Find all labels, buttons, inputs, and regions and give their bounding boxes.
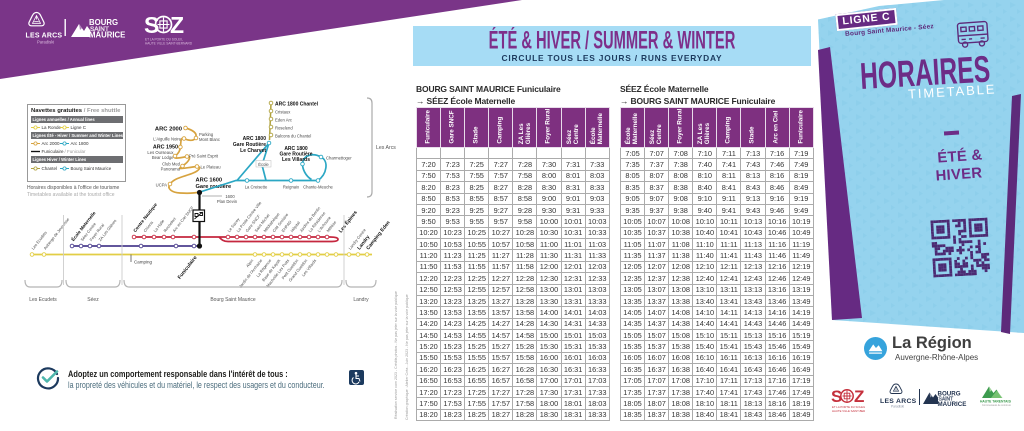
- svg-text:HAUTE TARENTAISE: HAUTE TARENTAISE: [980, 400, 1011, 404]
- svg-text:Paradiski: Paradiski: [891, 405, 904, 409]
- svg-text:Panorama: Panorama: [161, 167, 181, 172]
- svg-text:Club Med: Club Med: [162, 162, 181, 167]
- svg-text:S: S: [144, 12, 159, 38]
- svg-text:Funiculaire: Funiculaire: [177, 255, 199, 281]
- svg-text:ARC 1800: ARC 1800: [284, 146, 308, 152]
- svg-text:Les Villards: Les Villards: [282, 157, 310, 163]
- svg-text:BOURG: BOURG: [89, 18, 118, 27]
- svg-text:Communauté de communes: Communauté de communes: [982, 404, 1011, 407]
- svg-text:LES ARCS: LES ARCS: [880, 398, 917, 405]
- svg-text:Les Ecudets: Les Ecudets: [29, 297, 57, 303]
- svg-text:Eden Arc: Eden Arc: [275, 118, 292, 123]
- svg-text:Le Charvet: Le Charvet: [240, 148, 266, 154]
- svg-text:Gare Routière: Gare Routière: [279, 152, 312, 158]
- svg-text:Les Ourseaux: Les Ourseaux: [147, 150, 174, 155]
- svg-text:ARC 1800 Chantel: ARC 1800 Chantel: [275, 102, 319, 108]
- svg-text:Plan Devin: Plan Devin: [217, 199, 238, 204]
- svg-text:Bear Lodge: Bear Lodge: [152, 155, 174, 160]
- svg-text:HAUTE VILLE SAINT-BERNARD: HAUTE VILLE SAINT-BERNARD: [145, 42, 193, 46]
- svg-text:Hôpital: Hôpital: [289, 220, 301, 233]
- svg-text:Bourg Saint Maurice: Bourg Saint Maurice: [210, 297, 256, 303]
- svg-text:MAURICE: MAURICE: [89, 31, 125, 40]
- svg-text:Gare Routière: Gare Routière: [233, 142, 266, 148]
- svg-text:BOURG: BOURG: [938, 391, 961, 398]
- svg-text:La Creisette: La Creisette: [245, 185, 268, 190]
- svg-text:ARC 1800: ARC 1800: [243, 136, 267, 142]
- svg-text:1600: 1600: [225, 194, 235, 199]
- svg-text:UCPA: UCPA: [156, 183, 168, 188]
- svg-text:Parking: Parking: [199, 132, 214, 137]
- svg-text:ARC 1600: ARC 1600: [196, 178, 223, 184]
- svg-text:Pré Saint Esprit: Pré Saint Esprit: [189, 154, 219, 159]
- svg-text:Z: Z: [854, 387, 864, 406]
- svg-text:ARC 2000: ARC 2000: [155, 127, 182, 133]
- svg-text:Mont Blanc: Mont Blanc: [199, 137, 220, 142]
- svg-text:Paradiski: Paradiski: [37, 40, 54, 45]
- svg-text:Reignaix: Reignaix: [283, 185, 300, 190]
- svg-text:Les Arcs: Les Arcs: [376, 145, 396, 151]
- svg-text:Camping Eden: Camping Eden: [365, 220, 391, 251]
- svg-text:Roselend: Roselend: [275, 126, 293, 131]
- svg-text:SAINT: SAINT: [939, 397, 954, 403]
- svg-text:S: S: [831, 387, 842, 406]
- svg-text:Cristaux: Cristaux: [275, 110, 291, 115]
- svg-text:SAINT: SAINT: [90, 26, 109, 33]
- svg-text:L'Aiguille Noire: L'Aiguille Noire: [153, 137, 181, 142]
- svg-text:ET LA PORTE DU SOLEIL: ET LA PORTE DU SOLEIL: [832, 405, 865, 409]
- svg-text:ARC 1950: ARC 1950: [153, 145, 178, 151]
- svg-text:Séez: Séez: [87, 297, 99, 303]
- svg-text:HAUTE VILLE SAINT-BERNARD: HAUTE VILLE SAINT-BERNARD: [832, 409, 865, 413]
- svg-text:Camping: Camping: [134, 260, 153, 265]
- svg-text:Balcons du Chantel: Balcons du Chantel: [275, 134, 311, 139]
- svg-text:Landry: Landry: [353, 297, 369, 303]
- svg-text:Chante-Meuche: Chante-Meuche: [303, 185, 333, 190]
- svg-text:ET LA PORTE DU SOLEIL: ET LA PORTE DU SOLEIL: [145, 38, 183, 42]
- svg-text:Le Plateau: Le Plateau: [201, 165, 222, 170]
- svg-text:LES ARCS: LES ARCS: [26, 33, 63, 40]
- svg-text:Les Épines: Les Épines: [336, 208, 359, 234]
- svg-text:Charmettoger: Charmettoger: [326, 156, 352, 161]
- svg-text:Alpin: Alpin: [245, 258, 254, 268]
- svg-text:Z: Z: [170, 12, 184, 38]
- svg-text:École: École: [258, 162, 269, 167]
- svg-text:MAURICE: MAURICE: [938, 401, 967, 408]
